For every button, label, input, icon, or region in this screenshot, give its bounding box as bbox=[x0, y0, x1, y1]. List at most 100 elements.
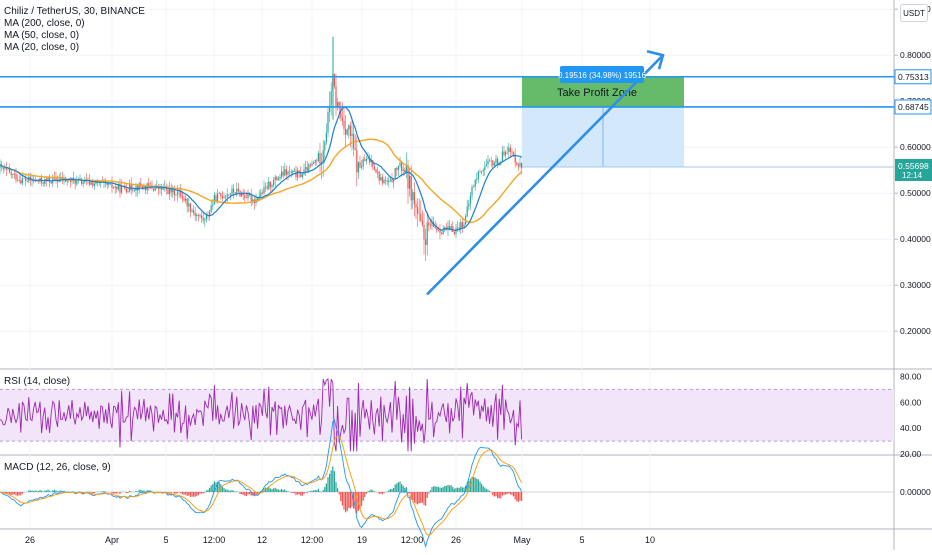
macd-histogram-bar bbox=[427, 492, 428, 498]
macd-histogram-bar bbox=[121, 492, 122, 493]
candle-body bbox=[126, 189, 127, 192]
ma50-legend[interactable]: MA (50, close, 0) bbox=[4, 30, 145, 42]
candle-body bbox=[238, 189, 239, 191]
candle-body bbox=[428, 222, 429, 225]
candle-body bbox=[508, 148, 509, 152]
candle-body bbox=[286, 169, 287, 175]
macd-histogram-bar bbox=[332, 467, 333, 492]
candle-body bbox=[175, 195, 176, 196]
candle-body bbox=[183, 199, 184, 201]
macd-histogram-bar bbox=[59, 491, 60, 492]
ma200-legend[interactable]: MA (200, close, 0) bbox=[4, 18, 145, 30]
macd-histogram-bar bbox=[287, 491, 288, 492]
macd-histogram-bar bbox=[169, 492, 170, 493]
candle-body bbox=[177, 192, 178, 195]
macd-histogram-bar bbox=[327, 477, 328, 492]
currency-button[interactable]: USDT bbox=[900, 4, 928, 22]
candle-body bbox=[108, 183, 109, 185]
macd-histogram-bar bbox=[291, 492, 292, 493]
macd-histogram-bar bbox=[433, 486, 434, 492]
macd-histogram-bar bbox=[401, 484, 402, 492]
candle-body bbox=[268, 182, 269, 189]
macd-histogram-bar bbox=[395, 484, 396, 492]
macd-histogram-bar bbox=[412, 492, 413, 500]
candle-body bbox=[398, 166, 399, 170]
candle-body bbox=[15, 174, 16, 180]
candle-body bbox=[492, 161, 493, 166]
macd-histogram-bar bbox=[175, 492, 176, 494]
macd-histogram-bar bbox=[307, 492, 308, 493]
candle-body bbox=[467, 207, 468, 217]
signal-line[interactable] bbox=[0, 436, 522, 535]
candle-body bbox=[350, 125, 351, 135]
macd-histogram-bar bbox=[398, 482, 399, 492]
y-tick-label: 0.60000 bbox=[900, 142, 931, 152]
macd-histogram-bar bbox=[177, 492, 178, 493]
rsi-title[interactable]: RSI (14, close) bbox=[4, 376, 70, 388]
macd-histogram-bar bbox=[38, 491, 39, 492]
macd-histogram-bar bbox=[231, 490, 232, 492]
macd-histogram-bar bbox=[367, 491, 368, 492]
macd-histogram-bar bbox=[41, 491, 42, 492]
candle-body bbox=[419, 213, 420, 214]
candle-body bbox=[231, 189, 232, 194]
candle-body bbox=[486, 164, 487, 166]
candle-body bbox=[310, 164, 311, 165]
candle-body bbox=[129, 183, 130, 191]
macd-histogram-bar bbox=[476, 479, 477, 492]
macd-histogram-bar bbox=[302, 492, 303, 496]
ma20-line[interactable] bbox=[0, 107, 522, 230]
candle-body bbox=[267, 187, 268, 189]
candle-body bbox=[323, 150, 324, 162]
macd-histogram-bar bbox=[247, 492, 248, 495]
candle-body bbox=[470, 195, 471, 203]
macd-histogram-bar bbox=[316, 490, 317, 492]
candle-body bbox=[449, 226, 450, 229]
macd-histogram-bar bbox=[460, 487, 461, 492]
candle-body bbox=[367, 158, 368, 159]
candle-body bbox=[471, 187, 472, 195]
current-price-label: 0.55698 bbox=[898, 161, 929, 171]
candle-body bbox=[451, 226, 452, 228]
macd-histogram-bar bbox=[49, 491, 50, 492]
macd-histogram-bar bbox=[443, 487, 444, 492]
candle-body bbox=[191, 210, 192, 211]
candle-body bbox=[342, 118, 343, 121]
candle-body bbox=[313, 163, 314, 164]
candle-body bbox=[435, 227, 436, 228]
candle-body bbox=[326, 133, 327, 143]
candle-body bbox=[299, 170, 300, 171]
candle-body bbox=[327, 112, 328, 133]
y-tick-label: 0.40000 bbox=[900, 234, 931, 244]
candle-body bbox=[355, 148, 356, 150]
macd-histogram-bar bbox=[484, 488, 485, 492]
macd-histogram-bar bbox=[371, 489, 372, 492]
candle-body bbox=[396, 168, 397, 170]
candle-body bbox=[427, 222, 428, 244]
candle-body bbox=[487, 161, 488, 165]
macd-title[interactable]: MACD (12, 26, close, 9) bbox=[4, 462, 111, 474]
macd-histogram-bar bbox=[103, 491, 104, 492]
candle-body bbox=[235, 192, 236, 193]
y-tick-label: 0.20000 bbox=[900, 326, 931, 336]
macd-histogram-bar bbox=[299, 492, 300, 494]
candle-body bbox=[155, 188, 156, 191]
candle-body bbox=[25, 179, 26, 181]
candle-body bbox=[412, 192, 413, 200]
macd-histogram-bar bbox=[335, 482, 336, 492]
x-tick-label: 19 bbox=[357, 535, 367, 545]
rsi-tick-label: 40.00 bbox=[900, 423, 922, 433]
candle-body bbox=[353, 134, 354, 149]
candle-body bbox=[227, 194, 228, 196]
macd-histogram-bar bbox=[513, 492, 514, 496]
macd-histogram-bar bbox=[12, 492, 13, 495]
candle-body bbox=[511, 152, 512, 153]
ma20-legend[interactable]: MA (20, close, 0) bbox=[4, 42, 145, 54]
horizontal-line-price-label: 0.68745 bbox=[898, 102, 929, 112]
macd-histogram-bar bbox=[271, 489, 272, 492]
price-legend: Chiliz / TetherUS, 30, BINANCE MA (200, … bbox=[4, 6, 145, 54]
macd-histogram-bar bbox=[196, 492, 197, 496]
macd-histogram-bar bbox=[225, 489, 226, 492]
